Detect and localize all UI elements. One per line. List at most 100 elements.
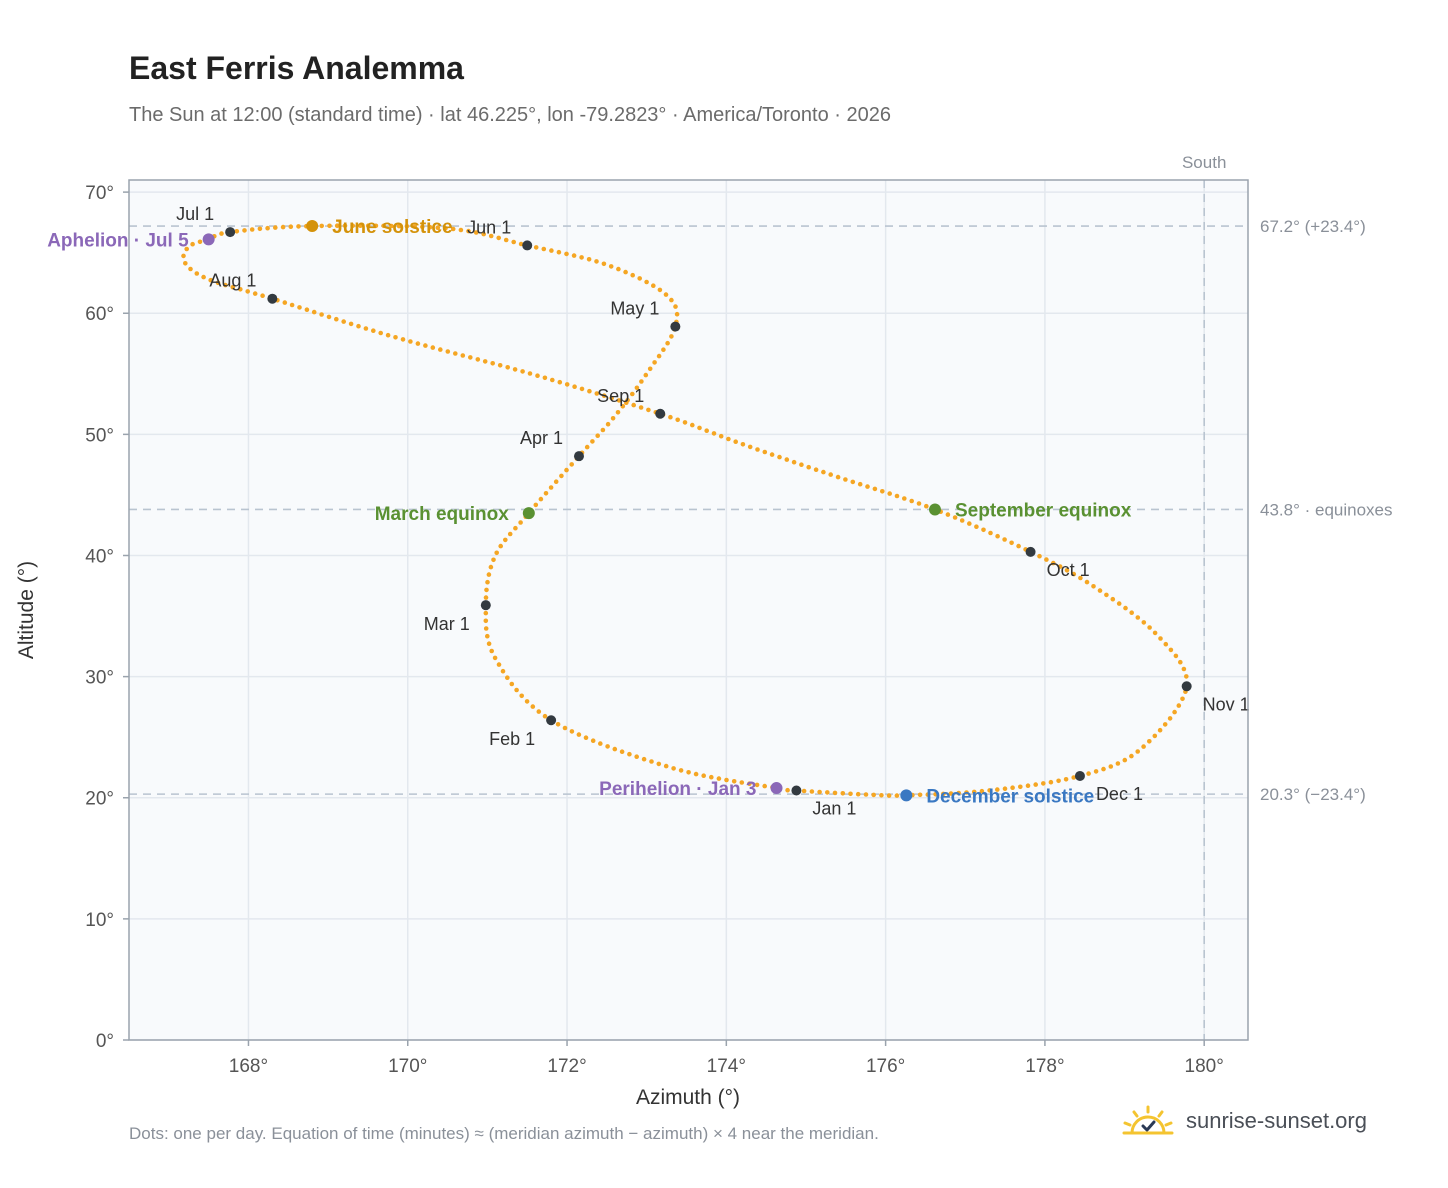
daily-dot: [536, 709, 542, 714]
daily-dot: [762, 449, 768, 455]
daily-dot: [945, 512, 951, 517]
daily-dot: [1180, 696, 1185, 702]
daily-dot: [620, 404, 626, 409]
daily-dot: [879, 793, 884, 798]
daily-dot: [400, 337, 406, 342]
daily-dot: [740, 442, 746, 447]
daily-dot: [519, 693, 524, 699]
daily-dot: [828, 472, 833, 477]
event-markers: June solstice December solstice March equi…: [47, 217, 1132, 807]
daily-dot: [916, 501, 922, 506]
daily-dot: [569, 729, 575, 734]
daily-dot: [665, 340, 670, 346]
daily-dot: [230, 284, 236, 290]
daily-dot: [894, 493, 900, 499]
daily-dot: [183, 261, 188, 266]
month-marker-dot: [573, 451, 584, 462]
daily-dot: [219, 231, 224, 236]
daily-dot: [590, 439, 595, 444]
daily-dot: [238, 287, 243, 292]
daily-dot: [956, 790, 961, 796]
daily-dot: [668, 414, 673, 420]
daily-dot: [964, 790, 969, 795]
brand-logo[interactable]: sunrise-sunset.org: [1120, 1103, 1367, 1139]
daily-dot: [443, 226, 448, 231]
daily-dot: [181, 253, 186, 259]
daily-dot: [1033, 782, 1038, 787]
month-markers: Jan 1 Feb 1 Mar 1 Apr 1 May 1 Jun 1 Jul 1 Aug 1…: [176, 204, 1250, 818]
daily-dot: [371, 328, 376, 334]
daily-dot: [223, 282, 228, 288]
daily-dot: [979, 788, 985, 794]
daily-dot: [987, 788, 992, 793]
daily-dot: [562, 725, 568, 731]
daily-dot: [586, 257, 592, 262]
daily-dot: [1025, 783, 1031, 788]
daily-dot: [697, 425, 702, 431]
daily-dot: [1116, 601, 1122, 606]
daily-dot: [348, 321, 354, 327]
daily-dot: [533, 502, 539, 508]
daily-dot: [1057, 564, 1063, 569]
daily-dot: [863, 792, 869, 797]
month-marker-dot: [670, 321, 681, 332]
daily-dot: [747, 444, 753, 450]
daily-dot: [801, 788, 807, 794]
daily-dot: [678, 768, 684, 773]
chart-title: East Ferris Analemma: [129, 50, 464, 86]
daily-dot: [948, 791, 954, 796]
daily-dot: [716, 776, 722, 781]
daily-dot: [1173, 653, 1179, 659]
daily-dot: [1086, 771, 1091, 776]
daily-dot: [974, 524, 979, 529]
daily-dot: [690, 422, 695, 428]
daily-dot: [484, 587, 489, 593]
daily-dot: [505, 365, 511, 370]
daily-dot: [326, 314, 332, 320]
daily-dot: [791, 459, 797, 465]
daily-dot: [902, 496, 907, 501]
x-tick-label: 178°: [1025, 1056, 1064, 1077]
daily-dot: [1063, 777, 1069, 782]
daily-dot: [638, 405, 644, 410]
daily-dot: [396, 223, 402, 229]
daily-dot: [533, 245, 539, 250]
event-marker-label: December solstice: [926, 786, 1094, 807]
daily-dot: [327, 223, 332, 229]
daily-dot: [194, 271, 200, 276]
daily-dot: [201, 274, 206, 280]
daily-dot: [1071, 571, 1077, 577]
daily-dot: [693, 771, 699, 777]
month-marker-label: Dec 1: [1096, 784, 1143, 804]
daily-dot: [669, 334, 674, 339]
daily-dot: [933, 792, 938, 797]
y-tick-label: 60°: [85, 304, 114, 325]
month-marker-dot: [655, 408, 666, 419]
daily-dot: [242, 228, 247, 233]
daily-dot: [420, 224, 425, 230]
daily-dot: [605, 744, 610, 749]
daily-dot: [952, 515, 958, 520]
daily-dot: [995, 787, 1000, 792]
daily-dot: [505, 675, 510, 680]
daily-dot: [334, 316, 339, 322]
month-marker-dot: [791, 785, 802, 796]
y-axis-ticks: 0° 10° 20° 30° 40° 50° 60° 70°: [85, 183, 129, 1052]
y-tick-label: 40°: [85, 546, 114, 567]
month-marker-dot: [1025, 546, 1036, 557]
daily-dot: [594, 259, 599, 264]
daily-dot: [739, 780, 745, 785]
month-marker-label: May 1: [610, 299, 659, 319]
x-tick-label: 174°: [707, 1056, 746, 1077]
daily-dot: [675, 417, 680, 423]
daily-dot: [1184, 674, 1189, 679]
daily-dot: [709, 774, 714, 780]
daily-dot: [572, 384, 577, 390]
daily-dot: [491, 557, 496, 563]
daily-dot: [855, 791, 861, 797]
reference-line-label: 20.3° (−23.4°): [1260, 785, 1366, 804]
daily-dot: [1078, 575, 1083, 581]
daily-dot: [1152, 630, 1158, 636]
daily-dot: [430, 345, 436, 350]
daily-dot: [652, 360, 657, 365]
